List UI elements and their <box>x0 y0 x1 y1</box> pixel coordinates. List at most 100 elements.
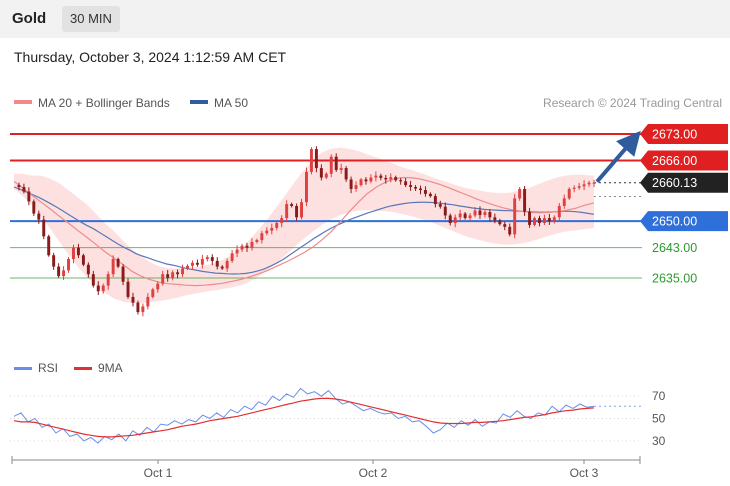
candle-body <box>22 187 26 192</box>
candle-body <box>195 262 199 265</box>
candle-body <box>582 184 586 187</box>
candle-body <box>374 175 378 178</box>
candle-body <box>592 182 596 184</box>
rsi-tick-label-50: 50 <box>652 412 666 426</box>
candle-body <box>171 272 175 278</box>
candle-body <box>42 219 46 237</box>
ma9-legend-swatch <box>74 367 92 370</box>
candle-body <box>285 204 289 219</box>
candle-body <box>215 260 219 267</box>
level-tag-2673.00 <box>640 123 728 144</box>
candle-body <box>354 185 358 189</box>
candle-body <box>305 171 308 203</box>
candle-body <box>453 217 457 224</box>
candle-body <box>414 187 418 189</box>
candle-body <box>96 285 100 292</box>
candle-body <box>319 168 323 178</box>
candle-body <box>146 296 150 307</box>
candle-body <box>101 285 105 292</box>
candle-body <box>379 175 383 178</box>
candle-body <box>235 249 239 254</box>
candle-body <box>106 274 110 286</box>
rsi-ma9-line <box>13 397 595 438</box>
candle-body <box>349 179 353 189</box>
candle-body <box>176 272 180 275</box>
candle-body <box>161 274 165 284</box>
candle-body <box>384 177 388 180</box>
candle-body <box>275 223 279 228</box>
candle-body <box>111 259 115 275</box>
candle-body <box>255 240 259 242</box>
candle-body <box>443 206 447 216</box>
candle-body <box>523 188 527 212</box>
bollinger-band <box>14 147 594 303</box>
chart-header-bar: Gold 30 MIN <box>0 0 730 38</box>
timeframe-badge[interactable]: 30 MIN <box>62 6 120 32</box>
candle-body <box>508 226 512 235</box>
candle-body <box>230 253 234 261</box>
candle-body <box>547 218 551 222</box>
candle-body <box>181 268 185 275</box>
candle-body <box>186 265 189 269</box>
candle-body <box>210 257 214 261</box>
candle-body <box>225 260 229 269</box>
candle-body <box>290 204 294 206</box>
current-price-label: 2660.13 <box>652 176 697 190</box>
rsi-tick-label-70: 70 <box>652 389 666 403</box>
candle-body <box>280 218 284 224</box>
candle-body <box>166 274 170 278</box>
candle-body <box>438 204 442 207</box>
candle-body <box>433 196 437 205</box>
ma20-legend-swatch <box>14 100 32 104</box>
candle-body <box>91 274 95 286</box>
level-label-2635.00: 2635.00 <box>652 271 697 285</box>
ma50-legend-swatch <box>190 100 208 104</box>
candle-body <box>404 181 408 186</box>
candle-body <box>121 266 125 282</box>
candle-body <box>339 168 343 170</box>
candle-body <box>572 187 576 189</box>
candle-body <box>562 198 566 206</box>
candle-body <box>533 218 536 225</box>
candle-body <box>503 224 507 227</box>
level-label-2673.00: 2673.00 <box>652 127 697 141</box>
candle-body <box>245 245 249 248</box>
candle-body <box>542 218 546 224</box>
x-tick-label-oct-2: Oct 2 <box>359 466 388 480</box>
candle-body <box>260 233 264 241</box>
candle-body <box>81 255 85 265</box>
candle-body <box>488 212 492 218</box>
level-tag-2666.00 <box>640 150 728 171</box>
candle-body <box>419 188 422 191</box>
candle-body <box>200 259 204 265</box>
candle-body <box>190 262 194 266</box>
candle-body <box>27 191 31 202</box>
candle-body <box>493 217 497 221</box>
candle-body <box>458 213 462 218</box>
candle-body <box>270 227 274 231</box>
level-label-2666.00: 2666.00 <box>652 154 697 168</box>
ma9-legend-label: 9MA <box>98 361 123 375</box>
candle-body <box>463 213 467 219</box>
candle-body <box>577 186 581 188</box>
level-label-2650.00: 2650.00 <box>652 215 697 229</box>
candle-body <box>587 182 591 185</box>
candle-body <box>483 212 487 216</box>
candle-body <box>265 230 269 234</box>
candle-body <box>52 255 56 267</box>
candle-body <box>423 190 427 194</box>
level-label-2643.00: 2643.00 <box>652 241 697 255</box>
candle-body <box>334 156 338 170</box>
candle-body <box>409 185 413 188</box>
x-tick-label-oct-3: Oct 3 <box>570 466 599 480</box>
candle-body <box>448 215 452 224</box>
candle-body <box>344 168 348 180</box>
candle-body <box>567 188 571 199</box>
candle-body <box>116 259 120 267</box>
candle-body <box>359 179 363 186</box>
candle-body <box>136 302 140 313</box>
candle-body <box>32 201 36 214</box>
candle-body <box>250 241 254 248</box>
candle-body <box>329 156 333 174</box>
